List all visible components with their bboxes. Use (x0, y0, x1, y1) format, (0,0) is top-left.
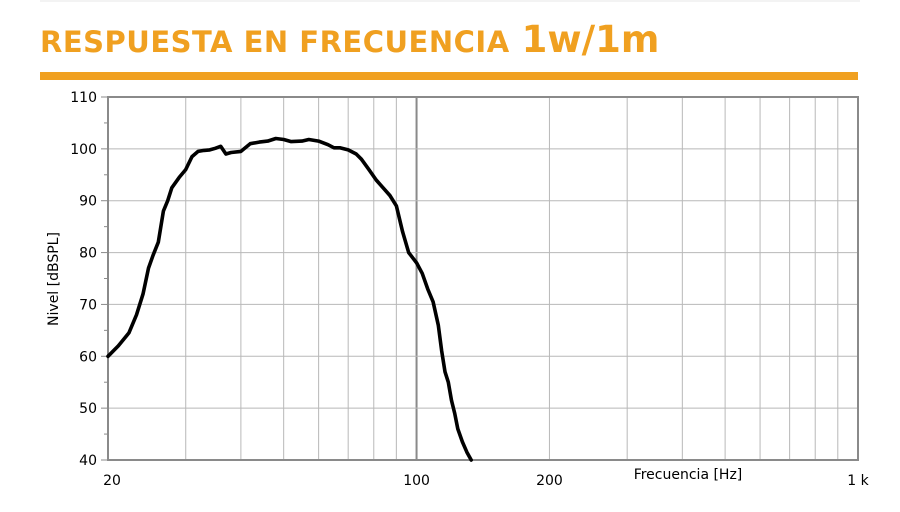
chart-header: RESPUESTA EN FRECUENCIA 1w/1m (40, 18, 659, 61)
response-curve (106, 136, 473, 462)
vertical-gridlines (107, 97, 859, 460)
y-tick-label: 100 (70, 142, 97, 158)
y-tick-label: 70 (79, 297, 97, 313)
top-divider (40, 0, 860, 2)
header-rule (40, 72, 858, 80)
x-tick-label: 1 k (847, 473, 869, 489)
chart-title: RESPUESTA EN FRECUENCIA (40, 25, 510, 59)
y-axis-label: Nivel [dBSPL] (46, 232, 62, 326)
y-tick-labels: 40 50 60 70 80 90 100 110 (70, 90, 108, 469)
response-series (106, 136, 473, 462)
x-tick-labels: 20 100 200 1 k (103, 473, 870, 489)
y-tick-label: 40 (79, 453, 97, 469)
x-axis-label: Frecuencia [Hz] (634, 467, 743, 483)
y-tick-label: 50 (79, 401, 97, 417)
horizontal-gridlines (108, 96, 858, 461)
y-tick-label: 90 (79, 194, 97, 210)
chart-title-suffix: 1w/1m (521, 18, 660, 61)
y-tick-label: 110 (70, 90, 97, 106)
plot-frame (107, 96, 859, 461)
y-tick-label: 80 (79, 246, 97, 262)
x-tick-label: 100 (403, 473, 430, 489)
y-tick-label: 60 (79, 349, 97, 365)
x-tick-label: 200 (536, 473, 563, 489)
plot-border (107, 96, 859, 461)
x-tick-label: 20 (103, 473, 121, 489)
